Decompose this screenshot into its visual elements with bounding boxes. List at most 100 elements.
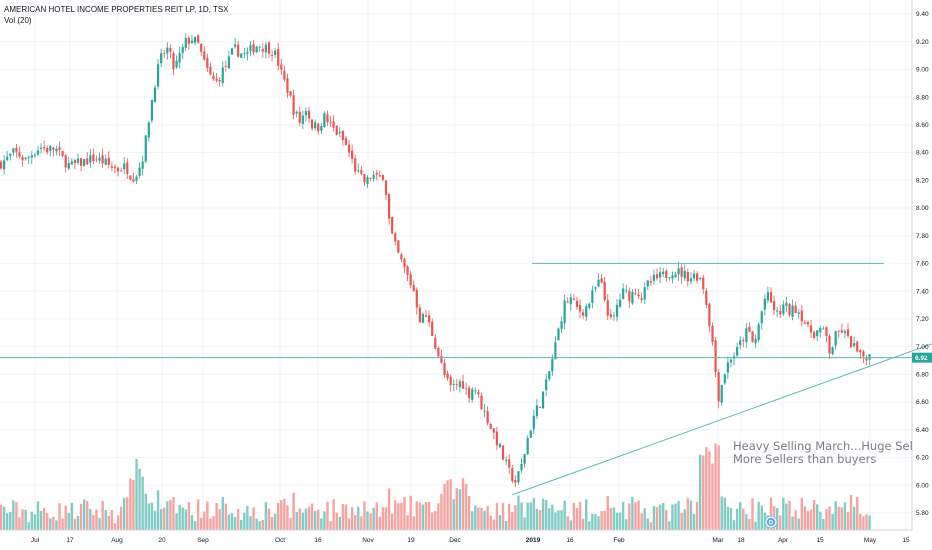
candle-body xyxy=(683,270,686,279)
candle-body xyxy=(406,266,409,275)
volume-bar xyxy=(181,507,184,530)
volume-bar xyxy=(378,516,382,530)
candles xyxy=(0,33,871,488)
volume-bar xyxy=(538,510,542,530)
candle-body xyxy=(822,328,825,330)
candle-body xyxy=(554,342,557,360)
candle-body xyxy=(375,172,378,175)
volume-bar xyxy=(42,508,46,530)
volume-bar xyxy=(295,511,298,530)
candle-body xyxy=(560,321,563,329)
volume-bar xyxy=(427,501,431,530)
candle-body xyxy=(310,119,314,129)
candle-body xyxy=(89,155,92,163)
candle-body xyxy=(803,322,806,324)
candle-body xyxy=(286,78,289,93)
drawn-lines[interactable] xyxy=(0,262,932,496)
volume-bar xyxy=(18,517,21,530)
y-tick-label: 6.80 xyxy=(916,372,929,379)
volume-bar xyxy=(825,509,828,530)
volume-bar xyxy=(270,516,274,530)
volume-bar xyxy=(831,513,834,530)
candle-body xyxy=(609,314,612,318)
x-tick-label: Sep xyxy=(197,537,209,544)
candle-body xyxy=(138,167,141,176)
candle-body xyxy=(338,132,341,134)
volume-bar xyxy=(449,479,452,530)
volume-bar xyxy=(255,518,258,530)
volume-bar xyxy=(431,512,434,530)
volume-bar xyxy=(572,502,576,530)
candle-body xyxy=(326,114,329,123)
volume-indicator-label[interactable]: Vol (20) xyxy=(4,16,32,25)
candle-body xyxy=(505,459,508,461)
volume-bar xyxy=(434,510,437,530)
candle-body xyxy=(785,302,788,306)
volume-bar xyxy=(467,495,471,530)
candle-body xyxy=(819,327,822,333)
volume-bar xyxy=(631,496,634,530)
annotation-line-1: Heavy Selling March...Huge Selling xyxy=(733,440,913,453)
volume-bar xyxy=(138,469,141,530)
volume-bar xyxy=(267,508,271,530)
candle-body xyxy=(360,169,363,174)
candle-body xyxy=(61,150,64,156)
candle-body xyxy=(572,298,575,300)
candle-body xyxy=(110,166,113,168)
volume-bar xyxy=(529,502,532,530)
candle-body xyxy=(578,305,582,312)
volume-bar xyxy=(212,516,215,530)
volume-bar xyxy=(458,489,462,530)
volume-bar xyxy=(455,488,459,530)
volume-bar xyxy=(508,503,511,530)
candle-body xyxy=(480,395,483,410)
volume-bar xyxy=(369,513,372,530)
candle-body xyxy=(129,175,132,180)
symbol-title[interactable]: AMERICAN HOTEL INCOME PROPERTIES REIT LP… xyxy=(4,5,229,14)
candle-body xyxy=(378,175,381,177)
candle-body xyxy=(73,159,77,164)
volume-bar xyxy=(640,513,643,530)
candle-body xyxy=(615,305,619,317)
volume-bar xyxy=(243,512,246,530)
volume-bar xyxy=(129,478,132,530)
volume-bar xyxy=(785,503,788,530)
volume-bar xyxy=(187,502,191,530)
candle-body xyxy=(113,166,117,169)
trendline[interactable] xyxy=(511,343,932,496)
volume-bar xyxy=(236,508,240,530)
volume-bar xyxy=(852,506,856,530)
candle-body xyxy=(64,155,67,168)
volume-bar xyxy=(64,505,67,530)
candle-body xyxy=(548,371,551,380)
volume-bar xyxy=(12,500,15,530)
volume-bar xyxy=(471,511,474,530)
candle-body xyxy=(846,329,850,336)
volume-bar xyxy=(443,483,446,530)
volume-bar xyxy=(643,508,646,530)
candle-body xyxy=(797,312,800,314)
candle-body xyxy=(692,273,696,279)
volume-bar xyxy=(523,517,526,530)
chart-legend: AMERICAN HOTEL INCOME PROPERTIES REIT LP… xyxy=(4,4,229,26)
x-tick-label: 15 xyxy=(902,537,910,544)
volume-bar xyxy=(760,505,763,530)
candle-body xyxy=(440,355,443,363)
candle-body xyxy=(221,67,224,84)
candle-body xyxy=(677,268,680,275)
volume-bar xyxy=(172,496,175,530)
volume-bar xyxy=(156,490,160,530)
candle-body xyxy=(240,53,243,58)
volume-bar xyxy=(424,502,428,530)
dividend-event-marker[interactable]: D xyxy=(764,515,778,529)
candle-body xyxy=(699,277,702,280)
candle-body xyxy=(637,294,640,297)
candle-body xyxy=(742,340,745,341)
volume-bar xyxy=(554,512,557,530)
volume-bar xyxy=(603,510,606,530)
text-annotation[interactable]: Heavy Selling March...Huge Selling More … xyxy=(733,440,913,466)
volume-bar xyxy=(273,513,277,530)
volume-bar xyxy=(193,521,197,530)
volume-bar xyxy=(292,492,295,530)
